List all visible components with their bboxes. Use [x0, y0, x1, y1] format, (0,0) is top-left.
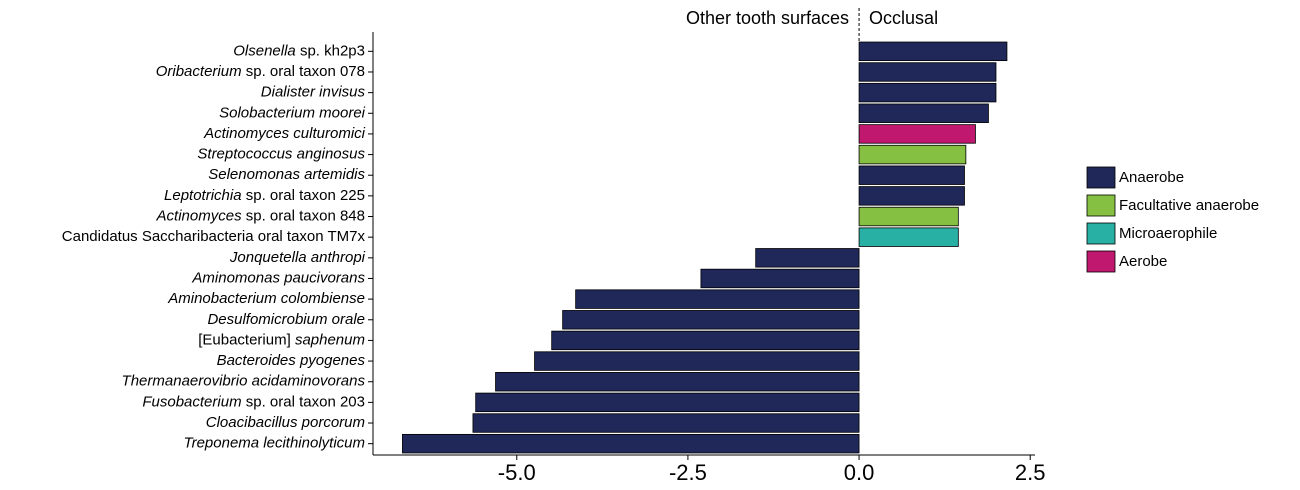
bar	[551, 330, 860, 351]
bar	[562, 310, 860, 330]
y-tick-label: Desulfomicrobium orale	[207, 311, 365, 328]
bar	[575, 289, 860, 309]
x-tick-label: -5.0	[498, 460, 536, 485]
y-tick-label: Aminobacterium colombiense	[167, 290, 365, 307]
legend-swatch	[1086, 250, 1116, 273]
bar	[858, 103, 989, 123]
x-tick-label: -2.5	[669, 460, 707, 485]
label-part: Streptococcus anginosus	[197, 146, 365, 163]
y-tick-label: Bacteroides pyogenes	[217, 352, 366, 369]
bar	[858, 227, 959, 247]
x-tick-label: 2.5	[1015, 460, 1046, 485]
y-tick-label: Treponema lecithinolyticum	[184, 435, 365, 452]
bar	[472, 413, 860, 433]
y-tick-label: Aminomonas paucivorans	[191, 269, 365, 286]
label-part: Dialister invisus	[261, 84, 366, 101]
bar	[858, 206, 959, 227]
label-part: Cloacibacillus porcorum	[206, 414, 365, 431]
bar	[755, 248, 860, 268]
label-part: Bacteroides pyogenes	[217, 352, 366, 369]
annotation: Other tooth surfaces	[686, 8, 849, 28]
label-part: Olsenella	[233, 42, 296, 59]
y-tick-label: Candidatus Saccharibacteria oral taxon T…	[62, 228, 366, 245]
bar	[402, 433, 860, 454]
label-part: Leptotrichia	[164, 187, 242, 204]
bar	[858, 82, 997, 103]
label-part: Desulfomicrobium orale	[207, 311, 365, 328]
y-tick-label: Actinomyces culturomici	[203, 125, 366, 142]
legend-label: Aerobe	[1119, 253, 1167, 270]
bar	[858, 144, 967, 165]
y-tick-label: Actinomyces sp. oral taxon 848	[156, 207, 365, 224]
legend-label: Microaerophile	[1119, 225, 1217, 242]
label-part: Actinomyces	[156, 207, 243, 224]
label-part: Treponema lecithinolyticum	[184, 435, 365, 452]
label-part: sp. oral taxon 225	[242, 187, 365, 204]
bar	[858, 124, 976, 144]
y-tick-label: Cloacibacillus porcorum	[206, 414, 365, 431]
y-tick-label: Oribacterium sp. oral taxon 078	[156, 63, 365, 80]
legend-label: Facultative anaerobe	[1119, 197, 1259, 214]
bar	[858, 165, 965, 185]
y-tick-label: Dialister invisus	[261, 84, 366, 101]
label-part: sp. kh2p3	[296, 42, 365, 59]
bar	[858, 186, 965, 206]
x-tick-label: 0.0	[844, 460, 875, 485]
bar	[858, 62, 997, 82]
label-part: Actinomyces culturomici	[203, 125, 366, 142]
bar	[858, 41, 1008, 62]
annotation: Occlusal	[869, 8, 938, 28]
y-tick-label: Leptotrichia sp. oral taxon 225	[164, 187, 365, 204]
label-part: [Eubacterium]	[198, 331, 295, 348]
y-tick-label: Jonquetella anthropi	[229, 249, 366, 266]
label-part: Aminomonas paucivorans	[191, 269, 365, 286]
label-part: Jonquetella anthropi	[229, 249, 366, 266]
legend-label: Anaerobe	[1119, 169, 1184, 186]
y-tick-label: Selenomonas artemidis	[208, 166, 365, 183]
label-part: Aminobacterium colombiense	[167, 290, 365, 307]
label-part: sp. oral taxon 203	[242, 393, 365, 410]
bar	[475, 392, 860, 413]
bar	[534, 351, 860, 371]
bar	[700, 268, 860, 289]
label-part: Thermanaerovibrio acidaminovorans	[122, 373, 366, 390]
y-tick-label: Fusobacterium sp. oral taxon 203	[142, 393, 365, 410]
label-part: Fusobacterium	[142, 393, 241, 410]
y-tick-label: Thermanaerovibrio acidaminovorans	[122, 373, 366, 390]
label-part: saphenum	[295, 331, 365, 348]
bar	[495, 372, 860, 392]
legend-swatch	[1086, 194, 1116, 217]
label-part: Candidatus Saccharibacteria oral taxon T…	[62, 228, 366, 245]
label-part: Oribacterium	[156, 63, 242, 80]
label-part: sp. oral taxon 848	[242, 207, 365, 224]
label-part: Selenomonas artemidis	[208, 166, 365, 183]
label-part: Solobacterium moorei	[219, 104, 366, 121]
y-tick-label: Solobacterium moorei	[219, 104, 366, 121]
legend-swatch	[1086, 222, 1116, 245]
label-part: sp. oral taxon 078	[242, 63, 365, 80]
y-tick-label: Olsenella sp. kh2p3	[233, 42, 365, 59]
legend-swatch	[1086, 166, 1116, 189]
y-tick-label: [Eubacterium] saphenum	[198, 331, 365, 348]
y-tick-label: Streptococcus anginosus	[197, 146, 365, 163]
